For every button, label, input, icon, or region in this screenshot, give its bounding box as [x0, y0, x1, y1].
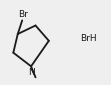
Text: Br: Br	[18, 10, 28, 19]
Text: BrH: BrH	[80, 34, 97, 43]
Text: N: N	[28, 68, 34, 77]
